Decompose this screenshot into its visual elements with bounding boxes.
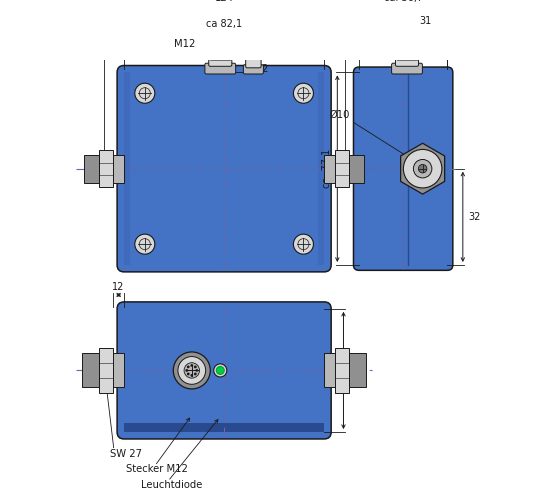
FancyBboxPatch shape	[209, 48, 232, 66]
Circle shape	[194, 366, 197, 368]
Text: 26: 26	[349, 365, 361, 375]
Circle shape	[135, 83, 155, 103]
Text: M12: M12	[174, 39, 196, 49]
Bar	[349, 155, 364, 182]
Text: 124: 124	[214, 0, 234, 3]
FancyBboxPatch shape	[211, 26, 229, 52]
FancyBboxPatch shape	[392, 63, 422, 74]
FancyBboxPatch shape	[117, 66, 331, 272]
Polygon shape	[400, 143, 444, 194]
Circle shape	[187, 373, 190, 375]
FancyBboxPatch shape	[398, 26, 416, 52]
Circle shape	[195, 369, 198, 372]
FancyBboxPatch shape	[205, 63, 235, 74]
Circle shape	[419, 164, 427, 173]
Text: 31: 31	[419, 16, 431, 26]
Circle shape	[216, 366, 224, 374]
Bar	[124, 423, 324, 432]
Bar	[124, 73, 130, 265]
Text: ca. 56,7: ca. 56,7	[383, 0, 423, 3]
Circle shape	[184, 363, 200, 378]
Circle shape	[178, 357, 206, 384]
Bar	[324, 354, 335, 387]
Circle shape	[185, 369, 188, 372]
Circle shape	[135, 234, 155, 254]
Bar	[324, 155, 335, 182]
Circle shape	[294, 83, 313, 103]
Circle shape	[414, 159, 432, 178]
FancyBboxPatch shape	[246, 54, 261, 68]
Bar	[82, 354, 100, 387]
FancyBboxPatch shape	[117, 302, 331, 439]
Circle shape	[190, 374, 193, 377]
Bar	[113, 354, 124, 387]
Bar	[100, 150, 113, 187]
Text: ca. 77,1: ca. 77,1	[322, 149, 332, 188]
Bar	[318, 73, 324, 265]
Text: 32: 32	[468, 212, 481, 222]
FancyBboxPatch shape	[243, 65, 263, 74]
Text: SW 27: SW 27	[110, 449, 142, 459]
Circle shape	[214, 364, 227, 377]
FancyBboxPatch shape	[354, 67, 453, 271]
Text: Ø10: Ø10	[329, 109, 350, 119]
Bar	[335, 150, 349, 187]
Bar	[349, 354, 366, 387]
Circle shape	[190, 364, 193, 367]
Circle shape	[294, 234, 313, 254]
FancyBboxPatch shape	[395, 48, 419, 66]
Circle shape	[187, 366, 190, 368]
Text: ca 82,1: ca 82,1	[206, 19, 242, 29]
Bar	[335, 348, 349, 393]
Circle shape	[194, 373, 197, 375]
Text: Leuchtdiode: Leuchtdiode	[141, 480, 202, 490]
Text: 12: 12	[257, 64, 270, 74]
Bar	[84, 155, 100, 182]
Circle shape	[403, 149, 442, 188]
Text: 12: 12	[112, 282, 125, 292]
Bar	[100, 348, 113, 393]
Text: G1/2A: G1/2A	[85, 356, 95, 385]
Circle shape	[173, 352, 210, 389]
Bar	[113, 155, 124, 182]
Text: Stecker M12: Stecker M12	[125, 464, 188, 474]
